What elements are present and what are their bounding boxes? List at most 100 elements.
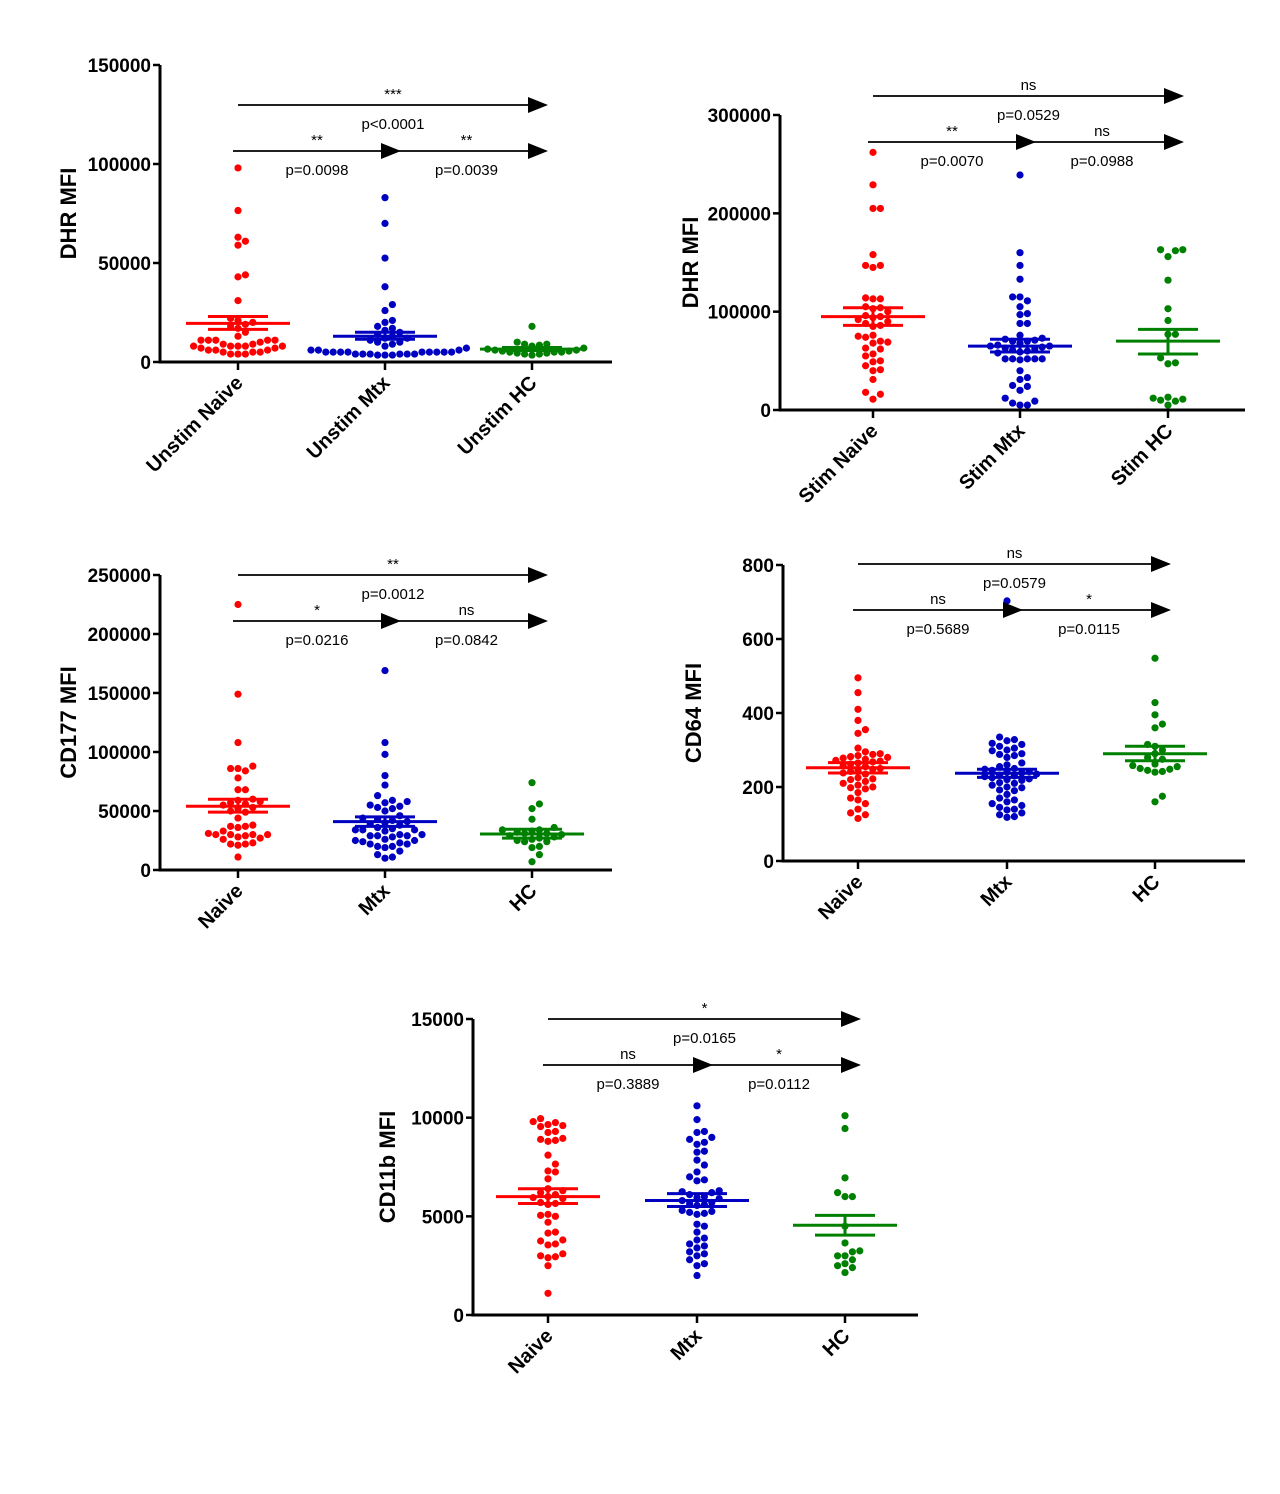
data-point xyxy=(381,283,389,291)
x-category-label: HC xyxy=(1129,871,1165,907)
data-point xyxy=(366,832,374,840)
p-value-label: p=0.0039 xyxy=(435,162,498,179)
data-point xyxy=(862,344,870,352)
data-point xyxy=(403,797,411,806)
data-point xyxy=(1136,764,1144,773)
data-point xyxy=(234,853,242,861)
data-point xyxy=(1016,331,1024,339)
data-point xyxy=(1016,311,1024,319)
data-point xyxy=(686,1208,694,1216)
y-tick-label: 5000 xyxy=(422,1207,464,1228)
data-point xyxy=(996,786,1004,794)
data-point xyxy=(227,764,235,773)
data-point xyxy=(700,1138,709,1146)
x-category-label: Naive xyxy=(504,1325,557,1378)
data-point xyxy=(1018,750,1026,758)
data-point xyxy=(374,851,382,859)
data-point xyxy=(861,811,870,819)
x-category-label: Stim Mtx xyxy=(955,420,1029,494)
data-point xyxy=(854,674,862,682)
data-point xyxy=(241,832,249,840)
panel-unstim-dhr: 0 50000 100000 150000 DHR MFI Unstim Naive Uns… xyxy=(56,56,612,477)
panel-cd177: 0 50000 100000 150000 200000 250000 CD177 MFI N… xyxy=(56,556,612,933)
significance-label: * xyxy=(314,602,320,619)
data-point xyxy=(869,350,877,358)
data-point xyxy=(396,831,404,839)
data-point xyxy=(841,1268,849,1277)
data-point xyxy=(708,1133,716,1141)
data-point xyxy=(1171,330,1179,338)
data-point xyxy=(1009,381,1017,390)
p-value-label: p=0.0098 xyxy=(286,162,349,179)
data-point xyxy=(1003,783,1011,791)
data-point xyxy=(693,1271,701,1280)
data-point xyxy=(322,348,330,356)
p-value-label: p=0.0165 xyxy=(673,1030,736,1047)
data-point xyxy=(1003,597,1011,605)
data-point xyxy=(381,306,389,315)
y-tick-label: 100000 xyxy=(708,303,771,324)
data-point xyxy=(537,1115,545,1123)
p-value-label: p=0.0988 xyxy=(1071,153,1134,170)
data-point xyxy=(693,1128,701,1137)
significance-label: *** xyxy=(384,86,402,103)
data-point xyxy=(1003,761,1011,769)
p-value-label: p=0.5689 xyxy=(907,621,970,638)
data-point xyxy=(543,340,551,348)
data-point xyxy=(1001,355,1009,363)
y-tick-label: 0 xyxy=(140,353,151,374)
significance-label: ns xyxy=(459,602,475,619)
data-point xyxy=(388,351,396,359)
data-point xyxy=(1144,753,1152,762)
data-point xyxy=(234,738,242,747)
data-point xyxy=(381,835,389,843)
data-point xyxy=(544,1289,552,1297)
data-point xyxy=(1010,751,1019,760)
data-point xyxy=(197,336,205,344)
data-point xyxy=(544,1137,552,1145)
data-point xyxy=(848,1248,857,1256)
data-point xyxy=(381,750,389,758)
data-point xyxy=(249,821,257,829)
data-point xyxy=(847,776,855,784)
data-point xyxy=(1023,310,1031,318)
data-point xyxy=(1151,654,1159,662)
data-point xyxy=(278,342,286,350)
data-point xyxy=(1173,763,1181,771)
data-point xyxy=(854,744,862,752)
data-point xyxy=(996,778,1004,787)
data-point xyxy=(381,351,389,359)
data-point xyxy=(433,348,441,356)
data-point xyxy=(1158,792,1166,800)
data-point xyxy=(366,840,374,848)
data-point xyxy=(190,342,198,350)
data-point xyxy=(869,148,877,156)
data-point xyxy=(234,690,242,698)
y-axis-title: DHR MFI xyxy=(678,217,703,309)
data-point xyxy=(374,842,382,851)
data-point xyxy=(1151,699,1159,707)
data-point xyxy=(234,342,242,350)
data-point xyxy=(1016,386,1024,394)
data-point xyxy=(862,333,870,341)
panel-cd11b: 0 5000 10000 15000 CD11b MFI Naive Mtx HC * p=0.0… xyxy=(375,1000,918,1378)
data-point xyxy=(1157,354,1165,362)
data-point xyxy=(256,834,264,842)
data-point xyxy=(1010,744,1019,752)
data-point xyxy=(1031,355,1039,363)
data-point xyxy=(249,762,257,770)
data-point xyxy=(700,1127,709,1136)
data-point xyxy=(544,1128,552,1137)
data-point xyxy=(234,233,242,241)
data-point xyxy=(241,350,249,358)
data-point xyxy=(351,836,359,845)
data-point xyxy=(249,831,257,839)
y-tick-label: 50000 xyxy=(98,254,151,275)
data-point xyxy=(686,1240,694,1248)
data-point xyxy=(876,357,885,365)
data-point xyxy=(403,832,411,840)
data-point xyxy=(537,1122,545,1131)
data-point xyxy=(241,271,249,279)
data-point xyxy=(693,1220,701,1228)
data-point xyxy=(535,851,544,859)
